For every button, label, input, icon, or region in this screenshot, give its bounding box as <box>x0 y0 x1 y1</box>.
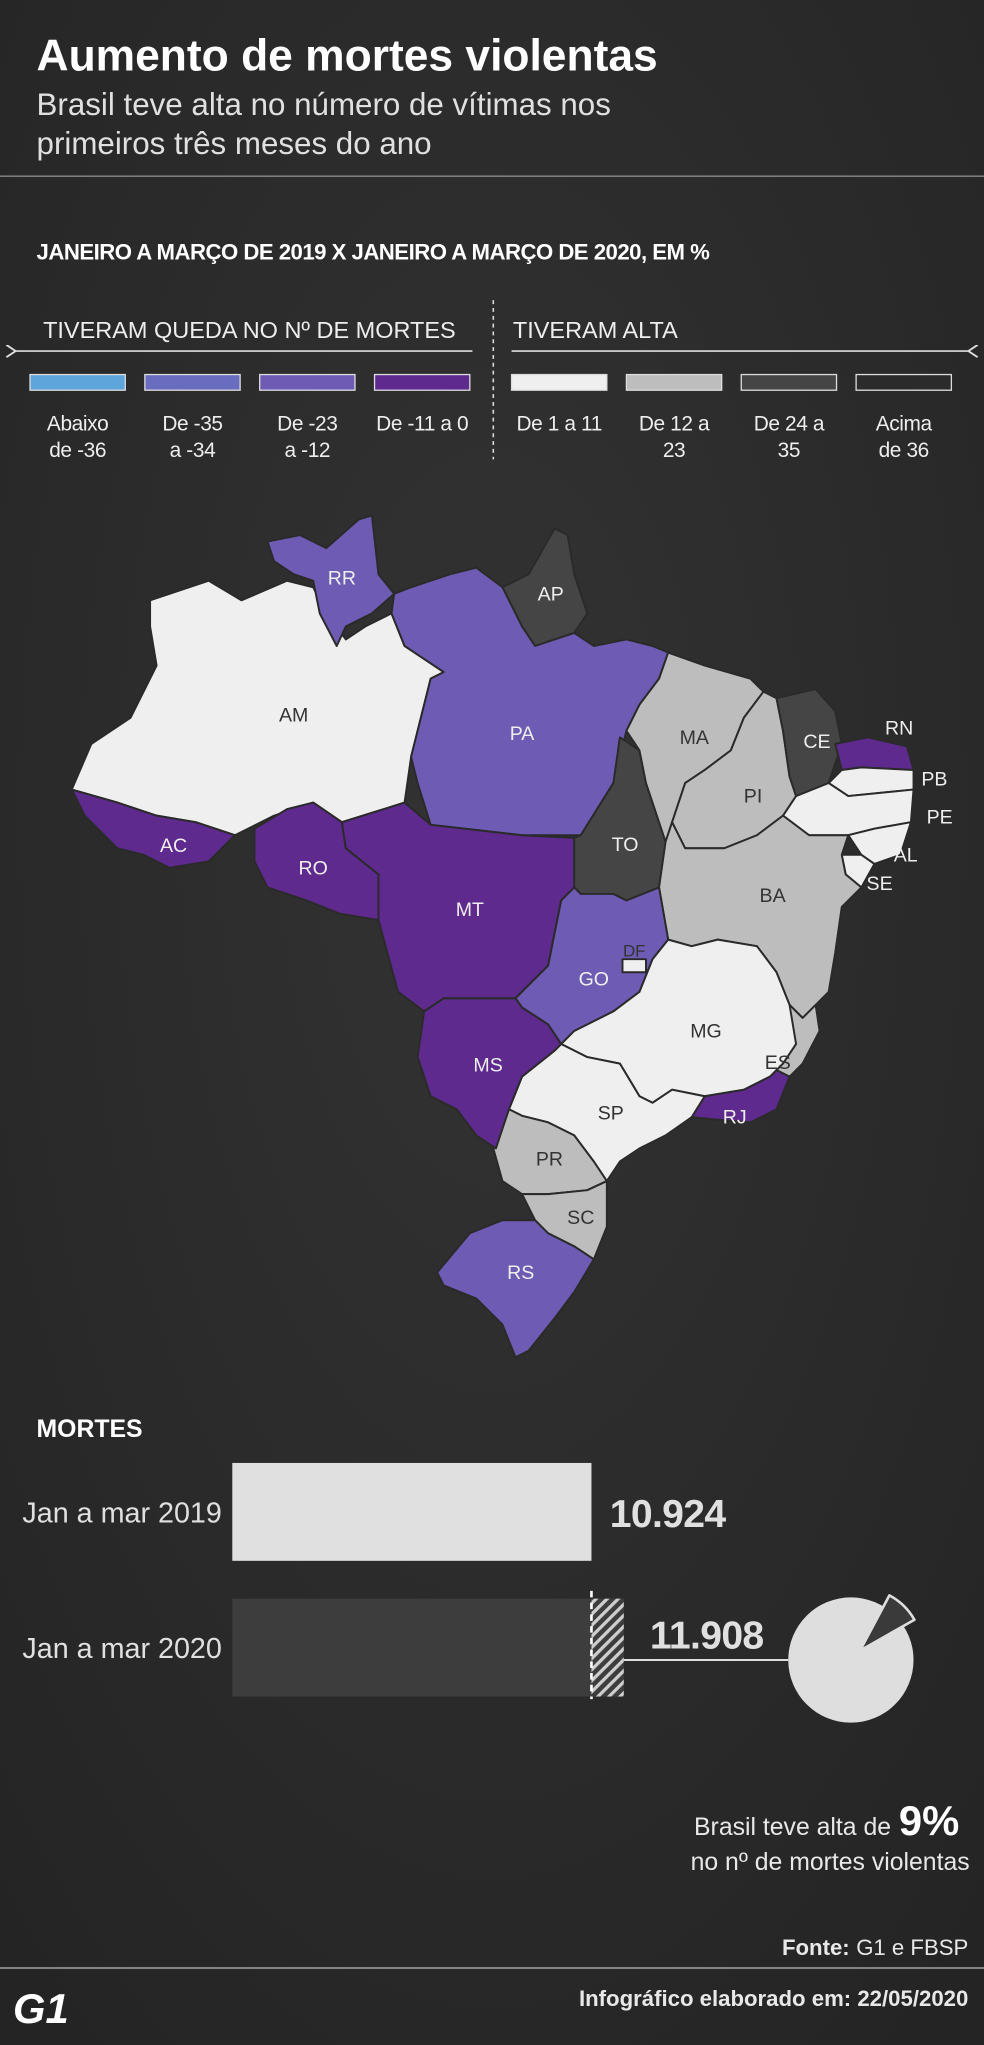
source: Fonte: G1 e FBSP <box>782 1935 968 1960</box>
subtitle: Brasil teve alta no número de vítimas no… <box>37 87 611 122</box>
legend-label: De 24 a <box>754 413 825 436</box>
legend-label: de -36 <box>49 439 106 462</box>
state-label: SE <box>867 873 893 895</box>
state-label: RO <box>299 857 328 879</box>
legend-swatch <box>740 373 838 391</box>
state-label: GO <box>579 968 609 990</box>
legend-label: de 36 <box>879 439 929 462</box>
source-label: Fonte: <box>782 1935 850 1960</box>
state-label: ES <box>765 1052 791 1074</box>
state-label: PE <box>927 806 953 828</box>
legend-label: Abaixo <box>47 413 108 436</box>
state <box>436 1219 595 1359</box>
state-label: AP <box>538 583 564 605</box>
state-label: CE <box>803 731 830 753</box>
title: Aumento de mortes violentas <box>37 31 658 80</box>
category-label: Jan a mar 2020 <box>22 1633 221 1665</box>
legend-label: De -35 <box>162 413 222 436</box>
state <box>690 1069 791 1124</box>
bar <box>232 1462 592 1561</box>
legend-group-title: TIVERAM QUEDA NO Nº DE MORTES <box>43 317 456 343</box>
state-label: SC <box>567 1207 594 1229</box>
source-text: G1 e FBSP <box>856 1935 968 1960</box>
legend-label: Acima <box>876 413 933 436</box>
state-label: RN <box>885 718 913 740</box>
state-label: RS <box>507 1262 534 1284</box>
state-label: MT <box>456 899 484 921</box>
legend-label: De 1 a 11 <box>516 413 601 436</box>
value-label: 11.908 <box>650 1614 764 1657</box>
pie-value-label: 9% <box>899 1797 959 1844</box>
state-label: TO <box>612 834 639 856</box>
state <box>621 958 647 974</box>
state-label: MS <box>473 1054 502 1076</box>
state <box>70 788 236 869</box>
state-label: BA <box>760 885 787 907</box>
state-label: PI <box>744 786 762 808</box>
section-title: JANEIRO A MARÇO DE 2019 X JANEIRO A MARÇ… <box>37 240 711 265</box>
state <box>266 514 396 647</box>
state-label: DF <box>623 942 646 961</box>
chart-title: MORTES <box>37 1416 143 1443</box>
state-label: PB <box>921 769 947 791</box>
state-label: PA <box>510 723 536 745</box>
state-label: AL <box>894 844 918 866</box>
legend-label: a -12 <box>285 439 331 462</box>
legend-label: 23 <box>663 439 685 462</box>
legend-swatch <box>144 373 241 391</box>
legend-label: De -23 <box>277 413 337 436</box>
legend-swatch <box>855 373 953 391</box>
category-label: Jan a mar 2019 <box>22 1497 221 1529</box>
state-label: RR <box>328 568 356 590</box>
logo: G1 <box>13 1985 69 2032</box>
bar-increase <box>591 1598 624 1697</box>
pie-slice <box>858 1594 916 1652</box>
state-label: PR <box>536 1148 563 1170</box>
legend-swatch <box>29 373 126 391</box>
annotation: no nº de mortes violentas <box>691 1849 970 1876</box>
legend-swatch <box>510 373 608 391</box>
state-label: SP <box>598 1103 624 1125</box>
legend-swatch <box>625 373 723 391</box>
annotation-text: Brasil teve alta de <box>694 1814 891 1841</box>
state <box>775 1003 821 1078</box>
bar <box>232 1598 624 1697</box>
legend-swatch <box>259 373 356 391</box>
state-label: MG <box>690 1021 722 1043</box>
legend-label: De 12 a <box>639 413 710 436</box>
state <box>416 997 563 1150</box>
state-label: MA <box>680 727 710 749</box>
state-label: AC <box>160 835 187 857</box>
state-label: RJ <box>723 1107 747 1129</box>
legend-label: De -11 a 0 <box>376 413 468 436</box>
legend-group-title: TIVERAM ALTA <box>513 317 678 343</box>
state-label: AM <box>279 705 308 727</box>
legend-swatch <box>373 373 471 391</box>
subtitle: primeiros três meses do ano <box>37 126 432 161</box>
credit: Infográfico elaborado em: 22/05/2020 <box>579 1986 968 2011</box>
annotation: Brasil teve alta de 9% <box>694 1797 959 1844</box>
legend-label: 35 <box>778 439 800 462</box>
value-label: 10.924 <box>610 1493 727 1536</box>
legend-label: a -34 <box>170 439 216 462</box>
